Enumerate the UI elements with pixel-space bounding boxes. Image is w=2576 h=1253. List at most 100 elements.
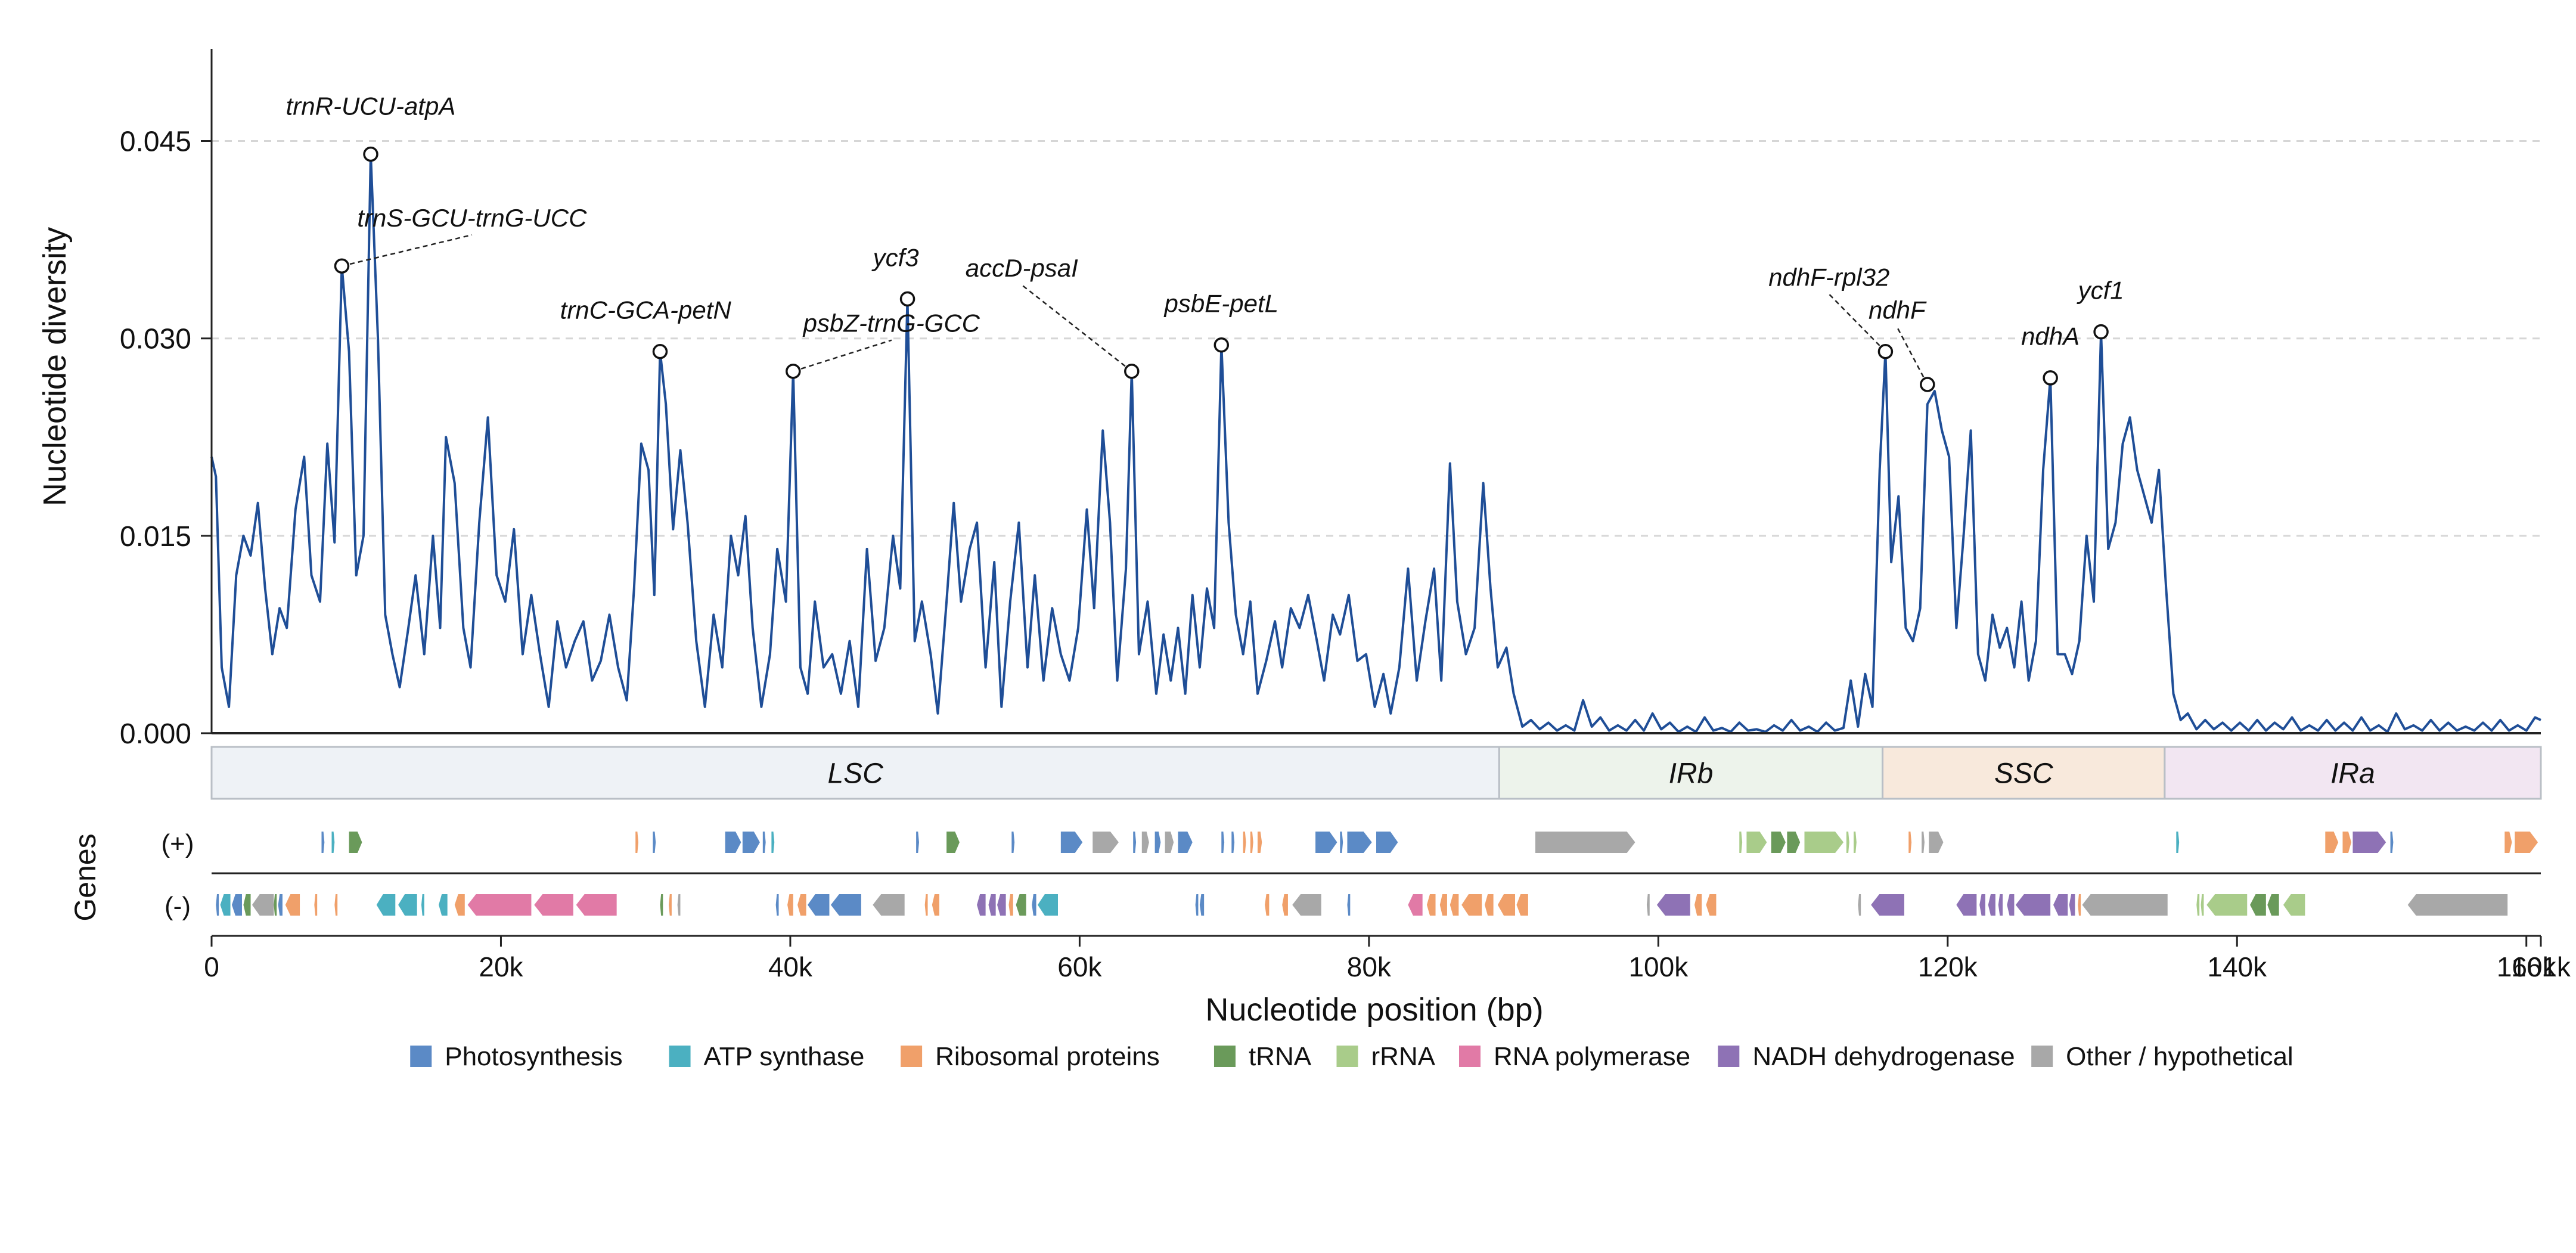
gene-feature — [1032, 894, 1036, 916]
gene-feature — [1646, 894, 1650, 916]
gene-feature — [1497, 894, 1516, 916]
gene-feature — [467, 894, 532, 916]
gene-feature — [231, 894, 242, 916]
gene-feature — [924, 894, 928, 916]
gene-feature — [873, 894, 905, 916]
gene-feature — [1908, 832, 1912, 853]
gene-feature — [278, 894, 283, 916]
annotation-leader — [1021, 284, 1132, 372]
gene-feature — [775, 894, 779, 916]
gene-feature — [1656, 894, 1690, 916]
legend-swatch — [410, 1046, 432, 1067]
gene-feature — [2407, 894, 2508, 916]
gene-feature — [997, 894, 1006, 916]
gene-feature — [349, 832, 362, 853]
gene-feature — [1243, 832, 1246, 853]
annotation-label: ndhF-rpl32 — [1768, 263, 1889, 291]
annotation-label: accD-psaI — [966, 254, 1078, 282]
gene-feature — [454, 894, 465, 916]
gene-feature — [1739, 832, 1743, 853]
annotation-leader — [793, 339, 892, 373]
gene-feature — [1195, 894, 1199, 916]
legend-label: Photosynthesis — [445, 1042, 622, 1071]
peak-marker — [334, 258, 350, 274]
x-tick-label: 160k — [2497, 951, 2557, 982]
annotation-label: psbE-petL — [1163, 290, 1278, 318]
legend-label: rRNA — [1371, 1042, 1435, 1071]
gene-feature — [1439, 894, 1447, 916]
gene-feature — [1461, 894, 1482, 916]
x-tick-label: 60k — [1057, 951, 1102, 982]
gene-feature — [932, 894, 939, 916]
gene-feature — [2504, 832, 2512, 853]
y-axis-label: Nucleotide diversity — [37, 227, 73, 506]
gene-feature — [1282, 894, 1288, 916]
gene-feature — [534, 894, 573, 916]
region-bar: LSC IRb SSC IRa — [210, 746, 2542, 800]
gene-feature — [725, 832, 741, 853]
gene-feature — [1535, 832, 1635, 853]
gene-feature — [1956, 894, 1977, 916]
gene-feature — [1516, 894, 1528, 916]
gene-feature — [334, 894, 338, 916]
peak-marker — [652, 344, 668, 359]
peak-marker — [1124, 364, 1140, 379]
x-tick-label: 80k — [1347, 951, 1392, 982]
gene-feature — [576, 894, 617, 916]
gene-feature — [2196, 894, 2200, 916]
gene-feature — [1998, 894, 2003, 916]
peak-marker — [786, 364, 801, 379]
annotation-leader — [1896, 326, 1928, 385]
gene-feature — [1922, 832, 1925, 853]
gene-feature — [2267, 894, 2279, 916]
annotation-label: trnC-GCA-petN — [560, 296, 732, 324]
gene-feature — [1858, 894, 1861, 916]
x-tick-label: 100k — [1628, 951, 1689, 982]
annotation-label: ndhA — [2021, 322, 2080, 351]
gene-feature — [1771, 832, 1786, 853]
legend-swatch — [1213, 1046, 1236, 1067]
gene-feature — [787, 894, 793, 916]
gene-feature — [2325, 832, 2339, 853]
peak-marker — [1920, 377, 1935, 392]
diversity-line-series — [210, 153, 2541, 733]
gene-feature — [1315, 832, 1337, 853]
gene-feature — [1426, 894, 1436, 916]
x-axis-label: Nucleotide position (bp) — [1205, 992, 1543, 1028]
gene-feature — [771, 832, 775, 853]
annotation-label: trnS-GCU-trnG-UCC — [357, 204, 587, 232]
gene-feature — [1804, 832, 1844, 853]
x-tick-label: 120k — [1918, 951, 1978, 982]
gene-feature — [677, 894, 681, 916]
annotation-label: psbZ-trnG-GCC — [802, 309, 980, 337]
strand-plus-label: (+) — [162, 829, 194, 858]
gene-feature — [1706, 894, 1717, 916]
y-tick-label: 0.030 — [120, 324, 191, 355]
gene-feature — [376, 894, 396, 916]
gene-feature — [1038, 894, 1058, 916]
gene-feature — [2250, 894, 2266, 916]
peak-marker — [1213, 337, 1230, 353]
gene-feature — [421, 894, 424, 916]
peak-marker — [1877, 344, 1894, 359]
gene-feature — [1133, 832, 1137, 853]
gene-feature — [220, 894, 231, 916]
gene-feature — [1008, 894, 1013, 916]
gene-feature — [1093, 832, 1119, 853]
gene-feature — [1011, 832, 1015, 853]
region-ssc — [1882, 746, 2166, 800]
gene-feature — [2078, 894, 2081, 916]
region-ira — [2164, 746, 2542, 800]
gene-feature — [1265, 894, 1270, 916]
gene-feature — [653, 832, 656, 853]
region-label: IRa — [2330, 758, 2375, 790]
peak-marker — [899, 291, 915, 307]
gene-feature — [439, 894, 448, 916]
region-irb — [1498, 746, 1884, 800]
gene-feature — [2283, 894, 2305, 916]
gene-feature — [2201, 894, 2204, 916]
legend-label: ATP synthase — [704, 1042, 865, 1071]
gene-feature — [243, 894, 251, 916]
gene-feature — [797, 894, 806, 916]
